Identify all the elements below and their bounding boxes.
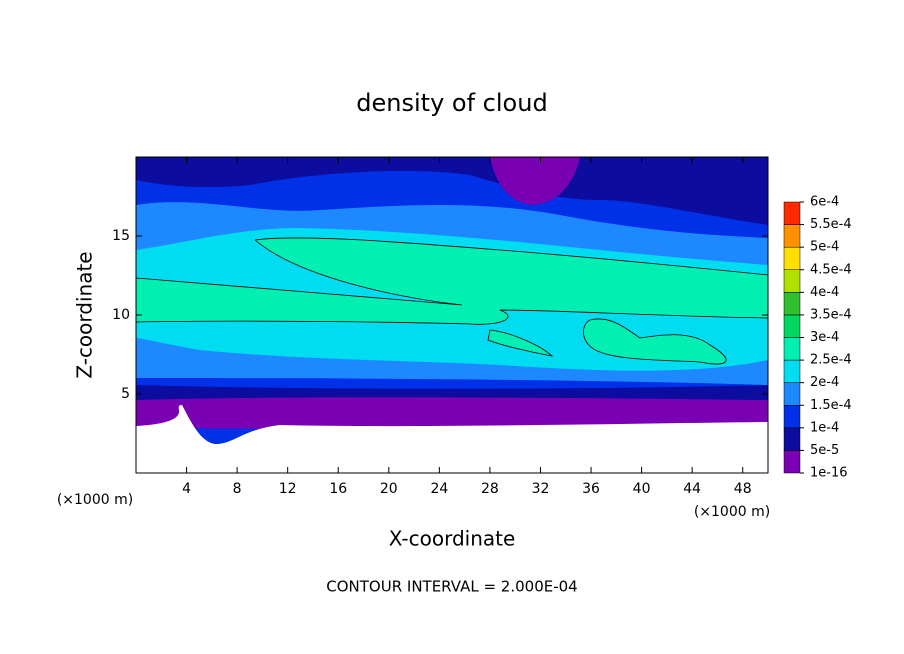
contour-line xyxy=(136,309,768,325)
y-tick-label: 10 xyxy=(112,307,130,323)
x-unit-label: (×1000 m) xyxy=(694,504,770,520)
contour-line xyxy=(254,237,768,276)
contour-field xyxy=(136,157,768,473)
colorbar-label: 4.5e-4 xyxy=(810,262,852,277)
chart-title: density of cloud xyxy=(356,89,547,117)
colorbar-label: 1e-16 xyxy=(810,466,848,481)
colorbar-box xyxy=(783,314,801,338)
x-tick-label: 48 xyxy=(734,481,752,497)
colorbar-label: 1e-4 xyxy=(810,420,839,435)
colorbar-box xyxy=(783,224,801,248)
x-tick-label: 28 xyxy=(481,481,499,497)
colorbar-box xyxy=(783,359,801,383)
x-tick-label: 24 xyxy=(430,481,448,497)
x-tick-label: 4 xyxy=(182,481,191,497)
contour-fill xyxy=(488,330,552,356)
contour-fill xyxy=(583,318,727,365)
colorbar-box xyxy=(783,269,801,293)
contour-line xyxy=(136,239,463,306)
colorbar-box xyxy=(783,201,801,225)
y-axis-label: Z-coordinate xyxy=(73,251,97,378)
colorbar-label: 3e-4 xyxy=(810,330,839,345)
colorbar-label: 5.5e-4 xyxy=(810,217,852,232)
x-tick-label: 44 xyxy=(683,481,701,497)
colorbar-label: 2.5e-4 xyxy=(810,353,852,368)
x-tick-label: 40 xyxy=(633,481,651,497)
colorbar-box xyxy=(783,382,801,406)
x-tick-label: 12 xyxy=(279,481,297,497)
colorbar-box xyxy=(783,450,801,474)
contour-fill xyxy=(136,397,768,429)
colorbar-box xyxy=(783,246,801,271)
y-tick-label: 5 xyxy=(121,386,130,402)
contour-fill xyxy=(490,157,580,205)
x-axis-label: X-coordinate xyxy=(389,527,516,551)
colorbar-label: 4e-4 xyxy=(810,285,839,300)
colorbar-box xyxy=(783,405,801,429)
empty-region xyxy=(136,405,768,473)
colorbar-box xyxy=(783,427,801,451)
colorbar-box xyxy=(783,337,801,361)
contour-line xyxy=(583,318,727,365)
contour-interval-note: CONTOUR INTERVAL = 2.000E-04 xyxy=(326,578,577,596)
colorbar-label: 1.5e-4 xyxy=(810,398,852,413)
colorbar-label: 3.5e-4 xyxy=(810,307,852,322)
colorbar-label: 5e-4 xyxy=(810,240,839,255)
colorbar-label: 6e-4 xyxy=(810,195,839,210)
contour-line xyxy=(487,329,554,357)
y-unit-label: (×1000 m) xyxy=(57,492,133,508)
colorbar-label: 5e-5 xyxy=(810,443,839,458)
contour-fill xyxy=(136,157,768,225)
x-tick-label: 32 xyxy=(532,481,550,497)
y-tick-label: 15 xyxy=(112,228,130,244)
x-tick-label: 16 xyxy=(329,481,347,497)
colorbar-label: 2e-4 xyxy=(810,375,839,390)
x-tick-label: 8 xyxy=(233,481,242,497)
x-tick-label: 20 xyxy=(380,481,398,497)
colorbar-box xyxy=(783,292,801,316)
x-tick-label: 36 xyxy=(582,481,600,497)
